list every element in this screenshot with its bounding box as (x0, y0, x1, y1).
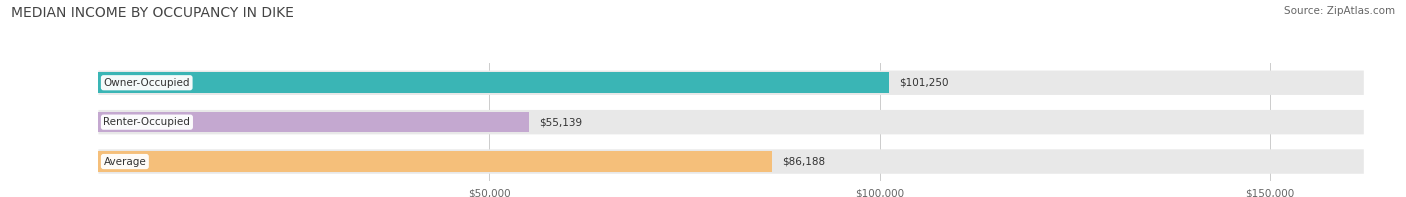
Text: Renter-Occupied: Renter-Occupied (104, 117, 190, 127)
Bar (98, 151, 772, 172)
Text: MEDIAN INCOME BY OCCUPANCY IN DIKE: MEDIAN INCOME BY OCCUPANCY IN DIKE (11, 6, 294, 20)
Text: Average: Average (104, 157, 146, 166)
Text: Source: ZipAtlas.com: Source: ZipAtlas.com (1284, 6, 1395, 16)
Text: $86,188: $86,188 (782, 157, 825, 166)
FancyBboxPatch shape (98, 110, 1364, 134)
Text: Owner-Occupied: Owner-Occupied (104, 78, 190, 88)
Text: $101,250: $101,250 (900, 78, 949, 88)
FancyBboxPatch shape (98, 71, 1364, 95)
Text: $55,139: $55,139 (540, 117, 582, 127)
Bar (98, 112, 529, 132)
Bar (98, 72, 889, 93)
FancyBboxPatch shape (98, 149, 1364, 174)
